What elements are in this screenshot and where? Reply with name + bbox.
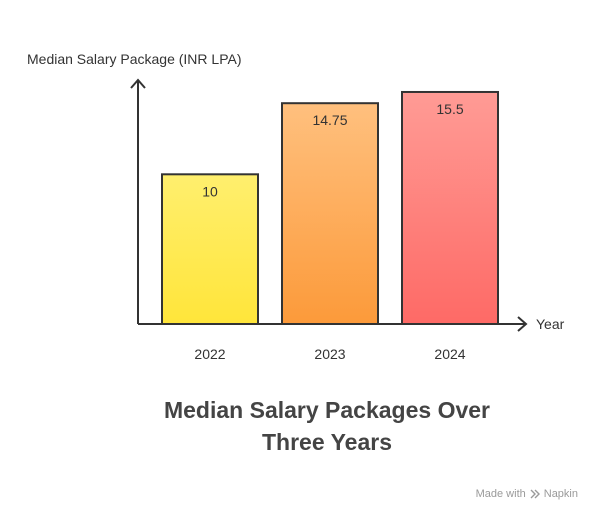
bar-2022 [161, 173, 259, 325]
napkin-logo-icon [530, 489, 540, 499]
x-axis-arrow-icon [517, 316, 528, 332]
x-axis-label: Year [536, 316, 565, 332]
chart-title-line-1: Median Salary Packages Over [163, 397, 491, 423]
bar-value-label-2022: 10 [202, 183, 218, 199]
y-axis-label: Median Salary Package (INR LPA) [27, 51, 242, 67]
bar-value-label-2024: 15.5 [436, 101, 463, 117]
x-tick-label-2022: 2022 [194, 346, 225, 362]
bar-value-label-2023: 14.75 [312, 112, 347, 128]
bars-layer: 10 14.75 15.5 [161, 90, 499, 325]
x-tick-label-2024: 2024 [434, 346, 465, 362]
bar-2024 [401, 90, 499, 325]
x-tick-label-2023: 2023 [314, 346, 345, 362]
x-tick-labels: 2022 2023 2024 [194, 346, 465, 362]
bar-2023 [281, 102, 379, 325]
watermark: Made with Napkin [476, 488, 578, 500]
chart-title: Median Salary Packages Over Three Years [97, 394, 557, 458]
watermark-prefix: Made with [475, 488, 526, 500]
watermark-brand: Napkin [543, 488, 578, 500]
y-axis-arrow-icon [130, 78, 146, 89]
chart-title-line-2: Three Years [261, 429, 392, 455]
axes [130, 78, 528, 332]
